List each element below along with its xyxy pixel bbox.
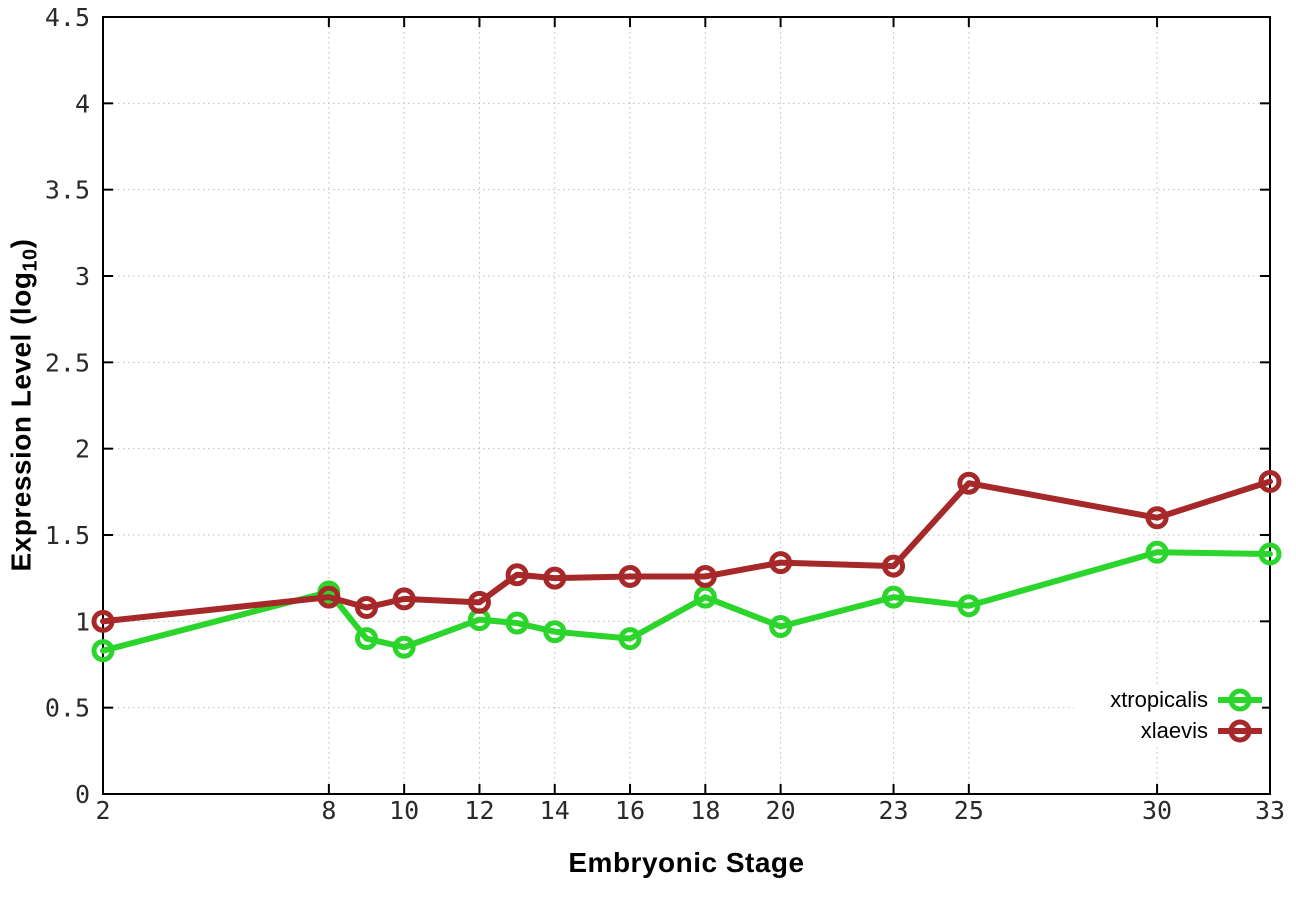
- y-tick-label: 2: [75, 435, 90, 464]
- data-point-xlaevis: [355, 596, 379, 620]
- data-point-xtropicalis: [957, 594, 981, 618]
- data-point-xtropicalis: [1145, 540, 1169, 564]
- x-tick-label: 18: [690, 796, 720, 825]
- legend-sample-circle: [1228, 719, 1252, 742]
- data-point-xtropicalis: [91, 639, 115, 663]
- data-point-xlaevis: [543, 566, 567, 590]
- data-point-xtropicalis: [618, 627, 642, 651]
- data-point-xtropicalis: [1258, 542, 1282, 566]
- data-point-xtropicalis: [543, 620, 567, 644]
- legend-marker-icon-xtropicalis: [1218, 688, 1262, 711]
- x-tick-label: 33: [1255, 796, 1285, 825]
- x-tick-label: 23: [878, 796, 908, 825]
- series-line-xlaevis: [100, 478, 1273, 625]
- x-tick-label: 20: [766, 796, 796, 825]
- data-point-xlaevis: [769, 551, 793, 575]
- data-point-xlaevis: [1145, 506, 1169, 530]
- y-tick-label: 3: [75, 262, 90, 291]
- data-point-xlaevis: [882, 554, 906, 578]
- data-point-xlaevis: [467, 590, 491, 614]
- data-point-xlaevis: [618, 564, 642, 588]
- y-tick-label: 1.5: [45, 521, 90, 550]
- data-point-xlaevis: [317, 585, 341, 609]
- x-tick-label: 25: [954, 796, 984, 825]
- data-point-xlaevis: [392, 587, 416, 611]
- legend-label-xtropicalis: xtropicalis: [1110, 686, 1208, 712]
- y-axis-title-subscript: 10: [19, 248, 42, 272]
- x-tick-label: 30: [1142, 796, 1172, 825]
- x-tick-label: 8: [321, 796, 336, 825]
- data-point-xlaevis: [693, 564, 717, 588]
- data-point-xtropicalis: [769, 615, 793, 639]
- data-point-xlaevis: [957, 471, 981, 495]
- x-tick-label: 2: [95, 796, 110, 825]
- y-tick-label: 1: [75, 607, 90, 636]
- data-point-xlaevis: [505, 563, 529, 587]
- x-tick-label: 14: [540, 796, 570, 825]
- data-point-xtropicalis: [693, 585, 717, 609]
- legend: xtropicalis xlaevis: [1074, 684, 1262, 746]
- x-tick-label: 10: [389, 796, 419, 825]
- y-tick-label: 3.5: [45, 176, 90, 205]
- legend-marker-icon-xlaevis: [1218, 719, 1262, 742]
- data-point-xtropicalis: [355, 627, 379, 651]
- legend-item-xtropicalis: xtropicalis: [1110, 684, 1262, 715]
- data-point-xlaevis: [1258, 469, 1282, 493]
- data-point-xtropicalis: [392, 635, 416, 659]
- series-line-xtropicalis: [100, 549, 1273, 654]
- y-axis-title-text: Expression Level (log: [5, 271, 37, 572]
- legend-label-xlaevis: xlaevis: [1140, 717, 1208, 743]
- y-tick-label: 2.5: [45, 348, 90, 377]
- plot-border: [102, 16, 1271, 795]
- legend-item-xlaevis: xlaevis: [1110, 715, 1262, 746]
- data-point-xlaevis: [91, 609, 115, 633]
- y-tick-label: 0.5: [45, 694, 90, 723]
- x-tick-label: 12: [464, 796, 494, 825]
- y-tick-label: 4: [75, 89, 90, 118]
- y-tick-label: 0: [75, 780, 90, 809]
- y-tick-label: 4.5: [45, 3, 90, 32]
- x-tick-label: 16: [615, 796, 645, 825]
- data-point-xtropicalis: [882, 585, 906, 609]
- x-axis-title: Embryonic Stage: [568, 847, 805, 878]
- data-point-xtropicalis: [505, 611, 529, 635]
- legend-sample-circle: [1228, 688, 1252, 711]
- y-axis-title-close: ): [5, 238, 37, 249]
- y-axis-title: Expression Level (log10): [6, 239, 43, 572]
